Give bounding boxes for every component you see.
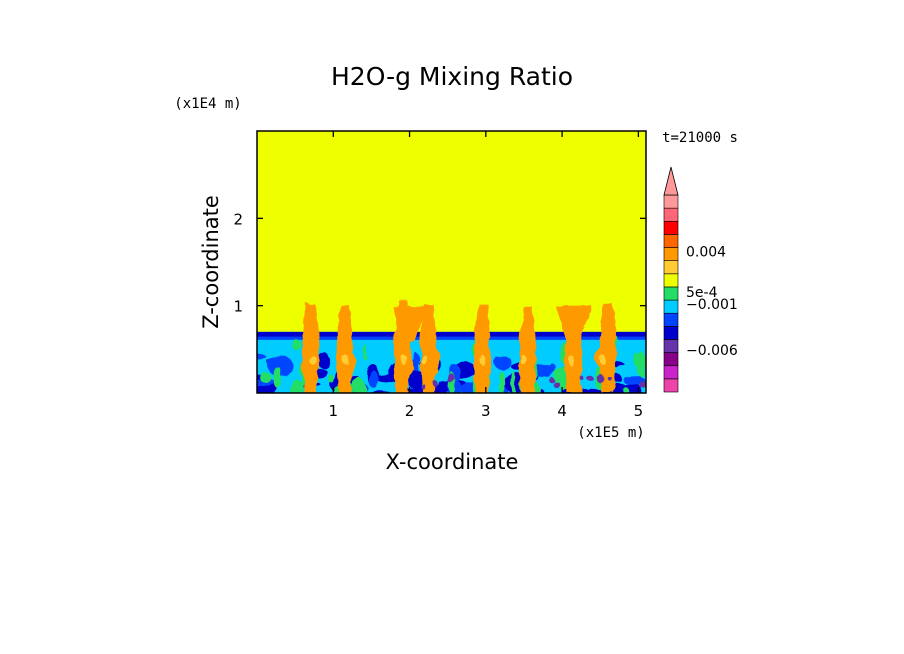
moist-streak [273,366,282,389]
colorbar-label: 0.004 [686,244,726,260]
colorbar-swatch [663,247,679,261]
y-tick-label: 2 [233,210,243,228]
plot-frame [256,130,647,394]
x-tick-label: 1 [329,402,339,420]
very-dry-spot [639,381,646,389]
dry-cell [622,375,645,385]
y-tick-label: 1 [233,298,243,316]
colorbar-swatch [663,260,679,275]
moist-streak [258,372,272,383]
very-dry-spot [595,374,604,383]
moist-streak [291,379,304,393]
plume-core [309,354,316,365]
moist-streak [362,344,367,360]
moist-streak [623,386,629,393]
moist-streak [511,370,517,393]
turbulent-structure [257,300,646,393]
chart-title: H2O-g Mixing Ratio [331,62,573,91]
very-dry-spot [608,376,613,382]
moist-streak [352,377,366,393]
layer-top-band [257,331,646,337]
very-dry-spot [420,384,426,390]
colorbar-label: −0.001 [686,297,738,313]
colorbar-swatch [663,326,679,340]
colorbar-swatch [663,339,679,353]
colorbar-swatch [663,220,679,235]
colorbar-swatch [663,194,679,209]
dry-cell [317,352,330,368]
layer-top-band-inner [257,336,646,340]
colorbar-swatch [663,299,679,314]
colorbar-swatch [663,234,679,248]
x-tick-label: 4 [557,402,567,420]
moist-plume [420,304,437,393]
colorbar-swatch [663,378,679,393]
dry-cell [366,389,391,393]
colorbar-label: 5e-4 [686,285,718,301]
contour-field [257,131,646,393]
moist-plume [302,304,319,393]
y-units-label: (x1E4 m) [174,96,241,112]
tall-plume [555,305,592,342]
colorbar-swatch [663,312,679,327]
very-dry-spot [552,380,560,388]
colorbar-label: −0.006 [686,343,738,359]
tall-plume [391,305,428,342]
dry-cell [257,354,267,360]
moist-streak [636,351,646,377]
plume-core [401,354,408,365]
colorbar: 0.004 5e-4−0.001 −0.006 [663,166,738,393]
x-tick-label: 2 [405,402,415,420]
plume-core [599,354,606,365]
y-axis: 12 [233,210,646,316]
moist-streak [633,353,639,367]
very-dry-spot [446,373,456,383]
plume-core [421,354,428,365]
moist-plume [336,305,353,393]
plume-head [424,348,441,369]
x-tick-label: 3 [481,402,491,420]
plume-core [479,354,486,365]
colorbar-swatch [663,365,679,380]
very-dry-spot [548,376,554,383]
x-tick-label: 5 [634,402,644,420]
time-label: t=21000 s [662,130,738,146]
colorbar-swatch [663,286,679,301]
x-axis: 1 2 3 4 5 [329,131,644,420]
y-axis-label: Z-coordinate [199,195,223,329]
dry-cell [494,355,512,371]
plume-core [342,354,349,365]
moist-streak [498,371,506,393]
x-units-label: (x1E5 m) [577,425,644,441]
very-dry-spot [432,381,439,387]
colorbar-swatch [663,207,679,222]
plume-core [520,354,527,365]
very-dry-spot [579,376,585,381]
moist-streak [290,338,302,350]
colorbar-extend-arrow [663,166,679,196]
dry-cell [367,370,379,388]
plume-core [567,354,574,365]
moist-plume [599,304,617,393]
dry-cell [620,382,643,393]
x-axis-label: X-coordinate [386,450,519,474]
dry-cell [376,374,397,383]
very-dry-spot [587,375,594,382]
colorbar-swatch [663,273,679,288]
colorbar-swatch [663,352,679,367]
moist-streak [328,374,334,383]
